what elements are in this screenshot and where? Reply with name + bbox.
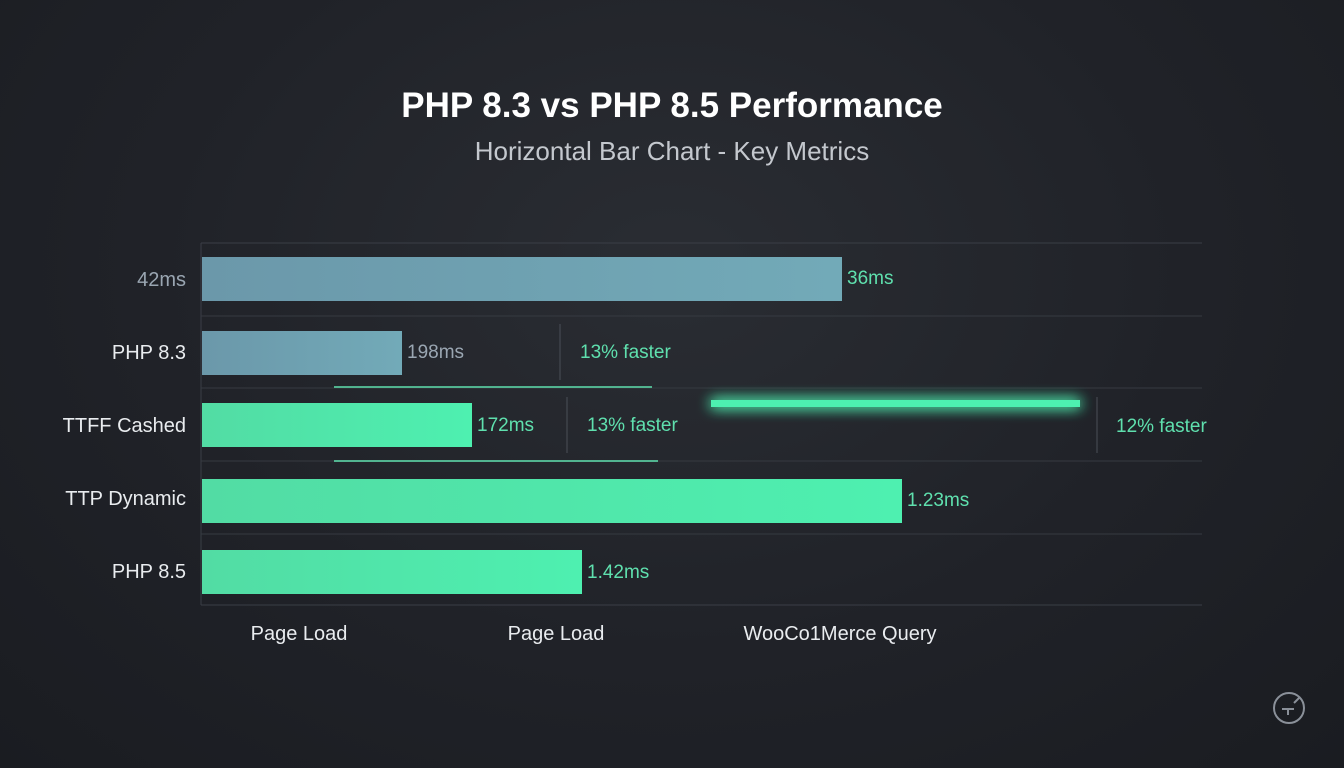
category-label: TTFF Cashed [63, 415, 186, 437]
category-label: TTP Dynamic [65, 488, 186, 510]
value-label: 198ms [407, 342, 464, 363]
annotation-label: 12% faster [1116, 416, 1207, 437]
bar-row-4 [202, 479, 902, 523]
value-label: 36ms [847, 268, 893, 289]
x-group-label: Page Load [508, 623, 605, 645]
glow-accent-bar [711, 400, 1080, 407]
category-label: 42ms [137, 269, 186, 291]
bar-row-1 [202, 257, 842, 301]
value-label: 1.42ms [587, 562, 649, 583]
bar-row-3 [202, 403, 472, 447]
chart-subtitle: Horizontal Bar Chart - Key Metrics [474, 136, 870, 166]
x-group-label: Page Load [251, 623, 348, 645]
category-label: PHP 8.5 [112, 561, 186, 583]
chart-title: PHP 8.3 vs PHP 8.5 Performance [401, 86, 943, 125]
value-label: 172ms [477, 415, 534, 436]
bar-row-5 [202, 550, 582, 594]
bar-row-2 [202, 331, 402, 375]
value-label: 1.23ms [907, 490, 969, 511]
badge-logo-icon [1273, 692, 1305, 724]
annotation-label: 13% faster [580, 342, 671, 363]
x-group-label: WooCo1Merce Query [743, 623, 936, 645]
category-label: PHP 8.3 [112, 342, 186, 364]
annotation-label: 13% faster [587, 415, 678, 436]
